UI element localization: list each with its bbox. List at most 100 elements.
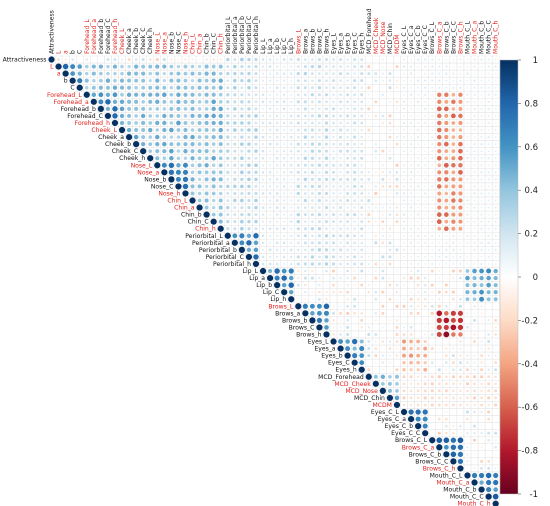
row-label-a: a <box>57 71 61 78</box>
correlation-circle-Mouth_C_a-Mouth_C_a <box>471 479 478 486</box>
correlation-circle-Eyes_C-Eyes_C_L <box>402 361 406 365</box>
correlation-circle-Forehead_h-Mouth_C_L <box>466 121 469 125</box>
correlation-circle-Chin_a-MCD_Nose <box>381 206 384 209</box>
correlation-circle-MCD_Cheek-MCD_Chin <box>387 381 392 386</box>
correlation-circle-Eyes_a-Eyes_C_b <box>416 346 420 351</box>
correlation-circle-Chin_b-Lip_b <box>275 213 279 216</box>
correlation-circle-Forehead_b-Lip_L <box>261 107 265 110</box>
correlation-circle-Eyes_b-Brows_C_C <box>451 354 455 358</box>
correlation-circle-Cheek_L-Cheek_a <box>126 127 132 133</box>
correlation-circle-Attractiveness-Eyes_C_C <box>424 58 427 61</box>
correlation-circle-b-Brows_C_h <box>459 79 462 82</box>
correlation-circle-Forehead_h-Lip_h <box>289 121 293 125</box>
correlation-circle-Lip_a-Lip_C <box>281 275 287 281</box>
correlation-circle-Forehead_C-Nose_C <box>176 113 181 118</box>
correlation-circle-Cheek_L-Lip_b <box>275 128 279 132</box>
correlation-circle-Chin_b-MCDM <box>395 213 399 216</box>
correlation-circle-Nose_b-Chin_h <box>218 177 223 182</box>
correlation-circle-Cheek_a-Mouth_C_a <box>473 136 476 139</box>
correlation-circle-Attractiveness-Mouth_C_a <box>473 58 476 61</box>
correlation-circle-a-Nose_b <box>169 71 174 76</box>
correlation-circle-b-Cheek_C <box>141 78 146 83</box>
correlation-circle-Chin_L-Eyes_C_C <box>424 199 427 202</box>
column-label-Cheek_C: Cheek_C <box>140 28 147 54</box>
correlation-circle-MCD_Cheek-Mouth_C_a <box>473 382 476 386</box>
correlation-circle-Forehead_a-Brows_C_L <box>431 100 434 103</box>
correlation-circle-Periorbital_h-Eyes_b <box>346 262 349 266</box>
correlation-circle-Brows_C-Eyes_C_a <box>409 326 413 329</box>
correlation-circle-Chin_b-Brows_b <box>310 213 314 217</box>
row-label-Nose_L: Nose_L <box>131 162 153 169</box>
correlation-circle-Cheek_C-Brows_C_h <box>458 148 463 154</box>
correlation-circle-a-Chin_h <box>218 71 223 76</box>
correlation-circle-Eyes_h-Mouth_C_h <box>494 368 498 372</box>
correlation-circle-Cheek_L-Eyes_a <box>339 128 343 132</box>
correlation-circle-Forehead_a-Mouth_C_b <box>480 100 483 103</box>
correlation-circle-a-MCD_Cheek <box>374 72 378 76</box>
correlation-circle-Cheek_C-Eyes_C <box>353 149 357 153</box>
correlation-circle-Eyes_L-Mouth_C_C <box>487 340 491 343</box>
correlation-circle-Periorbital_a-MCD_Nose <box>381 241 385 245</box>
correlation-circle-C-Mouth_C_b <box>480 86 483 89</box>
correlation-circle-Attractiveness-a <box>64 58 67 61</box>
correlation-circle-Lip_L-Eyes_h <box>360 269 364 273</box>
correlation-circle-Cheek_C-Lip_b <box>275 149 279 153</box>
row-label-Chin_C: Chin_C <box>188 219 209 226</box>
row-label-Nose_h: Nose_h <box>158 190 180 197</box>
correlation-circle-Brows_b-Brows_C_L <box>431 319 434 322</box>
correlation-circle-Attractiveness-Attractiveness <box>48 56 55 63</box>
correlation-circle-Nose_C-Brows_L <box>296 184 300 189</box>
correlation-circle-C-Lip_L <box>261 86 265 89</box>
correlation-circle-Lip_h-MCDM <box>396 298 398 301</box>
correlation-circle-Periorbital_C-Brows_C_b <box>445 255 448 259</box>
correlation-circle-Forehead_b-Eyes_h <box>360 107 364 111</box>
correlation-circle-Chin_b-Eyes_C_C <box>424 213 427 216</box>
correlation-circle-C-Forehead_h <box>112 85 118 90</box>
correlation-circle-Brows_C_L-Brows_C_C <box>450 437 457 443</box>
correlation-circle-Periorbital_b-Brows_C_b <box>445 248 448 252</box>
correlation-circle-b-Brows_a <box>303 79 307 83</box>
correlation-circle-Forehead_b-Chin_C <box>211 106 216 112</box>
correlation-circle-Forehead_h-MCD_Nose <box>381 121 385 125</box>
correlation-circle-Eyes_L-Brows_C_h <box>459 340 462 343</box>
correlation-circle-Periorbital_h-Brows_C_C <box>452 262 455 265</box>
correlation-circle-Lip_L-Mouth_C_h <box>493 268 498 274</box>
correlation-circle-Cheek_h-Eyes_C_a <box>410 157 413 160</box>
column-label-Brows_C_a: Brows_C_a <box>436 21 443 54</box>
correlation-circle-Cheek_b-Cheek_b <box>133 141 140 148</box>
correlation-circle-L-Cheek_b <box>134 64 139 69</box>
correlation-circle-MCD_Chin-Mouth_C_C <box>487 396 491 400</box>
correlation-circle-Periorbital_L-Eyes_C <box>353 234 357 238</box>
row-label-Eyes_a: Eyes_a <box>314 346 335 353</box>
correlation-circle-Periorbital_a-Brows_C_L <box>431 241 434 244</box>
correlation-circle-Cheek_h-Lip_b <box>275 156 279 160</box>
correlation-circle-Brows_a-Mouth_C_h <box>495 312 497 314</box>
correlation-circle-Periorbital_b-Mouth_C_C <box>487 248 490 251</box>
correlation-circle-Lip_L-Eyes_b <box>346 269 349 273</box>
correlation-circle-Periorbital_a-Brows_b <box>310 241 314 245</box>
column-label-C: C <box>77 50 84 54</box>
correlation-circle-Lip_a-Lip_b <box>274 275 280 281</box>
correlation-circle-Eyes_C_L-Brows_C_h <box>459 411 462 413</box>
correlation-circle-Periorbital_b-Brows_C_a <box>438 248 441 251</box>
correlation-circle-a-Nose_h <box>183 71 188 76</box>
correlation-circle-Eyes_C_a-Eyes_C_C <box>422 416 428 422</box>
correlation-circle-Brows_b-Mouth_C_b <box>480 319 483 322</box>
correlation-circle-Cheek_h-Periorbital_a <box>233 156 237 160</box>
correlation-circle-MCD_Cheek-Mouth_C_b <box>480 382 483 386</box>
correlation-circle-Cheek_L-Brows_C_a <box>436 127 442 133</box>
correlation-circle-Cheek_C-Brows_C_b <box>444 149 449 154</box>
correlation-circle-Cheek_b-Eyes_L <box>332 142 335 146</box>
correlation-circle-Brows_L-Eyes_C <box>353 304 357 308</box>
correlation-circle-Eyes_b-Eyes_C_C <box>423 353 428 358</box>
correlation-circle-Chin_C-Brows_L <box>296 219 300 224</box>
correlation-circle-Cheek_a-Chin_C <box>211 135 216 140</box>
correlation-circle-Forehead_C-Periorbital_L <box>226 114 230 118</box>
correlation-circle-Brows_a-Brows_C <box>317 310 322 316</box>
correlation-circle-Cheek_L-Mouth_C_L <box>466 129 469 131</box>
correlation-circle-Nose_a-MCDM <box>395 171 399 174</box>
correlation-circle-Forehead_h-Brows_b <box>310 121 314 125</box>
correlation-circle-Forehead_h-Chin_b <box>204 120 209 126</box>
correlation-circle-Nose_h-Mouth_C_L <box>466 192 469 195</box>
correlation-circle-Lip_C-Brows_C_C <box>451 290 455 294</box>
